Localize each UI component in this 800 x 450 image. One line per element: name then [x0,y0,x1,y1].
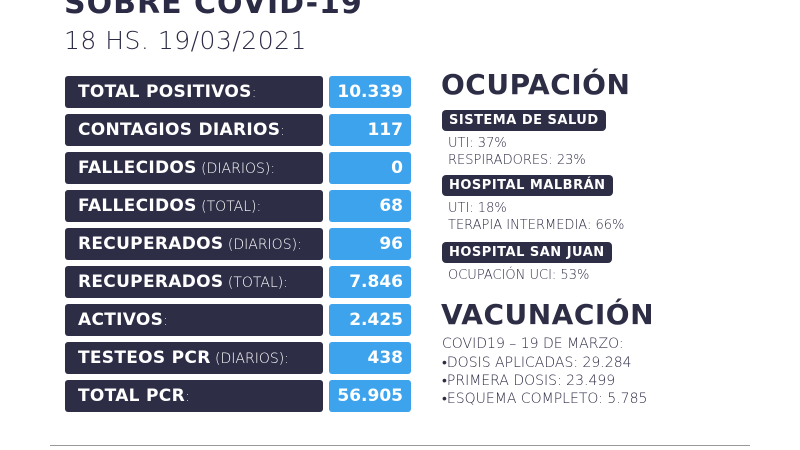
stat-row-testeos-pcr: TESTEOS PCR (DIARIOS): 438 [65,342,411,374]
stat-label: TESTEOS PCR (DIARIOS): [65,342,323,374]
stat-row-contagios-diarios: CONTAGIOS DIARIOS: 117 [65,114,411,146]
stat-value: 56.905 [329,380,411,412]
report-date: 18 HS. 19/03/2021 [64,26,307,55]
malbran-uti: UTI: 18% [448,201,507,216]
sistema-respiradores: RESPIRADORES: 23% [448,153,586,168]
stat-label: FALLECIDOS (DIARIOS): [65,152,323,184]
stat-label: ACTIVOS: [65,304,323,336]
ocupacion-heading: OCUPACIÓN [441,68,631,101]
stat-label: RECUPERADOS (DIARIOS): [65,228,323,260]
stat-label: RECUPERADOS (TOTAL): [65,266,323,298]
stat-value: 117 [329,114,411,146]
malbran-badge: HOSPITAL MALBRÁN [442,175,613,196]
stat-value: 7.846 [329,266,411,298]
stat-value: 2.425 [329,304,411,336]
stat-row-recuperados-diarios: RECUPERADOS (DIARIOS): 96 [65,228,411,260]
sanjuan-uci: OCUPACIÓN UCI: 53% [448,268,590,283]
stat-label: TOTAL POSITIVOS: [65,76,323,108]
report-title: SOBRE COVID-19 [64,0,363,21]
stat-label: TOTAL PCR: [65,380,323,412]
stat-label: CONTAGIOS DIARIOS: [65,114,323,146]
stat-row-total-positivos: TOTAL POSITIVOS: 10.339 [65,76,411,108]
sanjuan-badge: HOSPITAL SAN JUAN [442,242,612,263]
stat-row-fallecidos-total: FALLECIDOS (TOTAL): 68 [65,190,411,222]
sistema-salud-badge: SISTEMA DE SALUD [442,110,606,131]
esquema-completo: •ESQUEMA COMPLETO: 5.785 [442,391,648,407]
malbran-terapia: TERAPIA INTERMEDIA: 66% [448,218,625,233]
stat-row-recuperados-total: RECUPERADOS (TOTAL): 7.846 [65,266,411,298]
dosis-aplicadas: •DOSIS APLICADAS: 29.284 [442,355,632,371]
stat-row-total-pcr: TOTAL PCR: 56.905 [65,380,411,412]
divider [50,445,750,446]
stat-value: 0 [329,152,411,184]
stat-row-fallecidos-diarios: FALLECIDOS (DIARIOS): 0 [65,152,411,184]
stat-value: 438 [329,342,411,374]
stat-label: FALLECIDOS (TOTAL): [65,190,323,222]
stat-value: 96 [329,228,411,260]
vacunacion-date: COVID19 – 19 DE MARZO: [442,336,624,352]
sistema-uti: UTI: 37% [448,136,507,151]
stat-value: 68 [329,190,411,222]
vacunacion-heading: VACUNACIÓN [441,298,655,331]
stat-value: 10.339 [329,76,411,108]
stat-row-activos: ACTIVOS: 2.425 [65,304,411,336]
primera-dosis: •PRIMERA DOSIS: 23.499 [442,373,616,389]
